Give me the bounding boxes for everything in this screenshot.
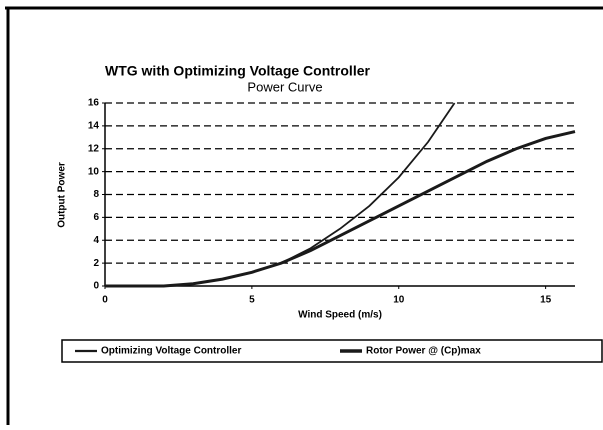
y-axis-label: Output Power (57, 162, 68, 228)
y-tick-label: 0 (93, 281, 99, 292)
y-tick-label: 12 (88, 143, 100, 154)
y-tick-label: 14 (88, 121, 100, 132)
legend-label: Rotor Power @ (Cp)max (366, 346, 481, 357)
x-tick-label: 15 (540, 295, 552, 306)
y-tick-label: 4 (93, 235, 99, 246)
legend-label: Optimizing Voltage Controller (101, 346, 241, 357)
x-axis-label: Wind Speed (m/s) (298, 310, 382, 321)
y-tick-label: 2 (93, 258, 99, 269)
x-tick-label: 0 (102, 295, 108, 306)
y-tick-label: 10 (88, 166, 100, 177)
series-line (105, 130, 576, 288)
y-tick-label: 6 (93, 212, 99, 223)
x-tick-label: 5 (249, 295, 255, 306)
legend-box (61, 339, 603, 363)
chart-title: WTG with Optimizing Voltage Controller (105, 63, 370, 79)
chart-subtitle: Power Curve (247, 79, 322, 94)
x-tick-label: 10 (393, 295, 405, 306)
y-tick-label: 8 (93, 189, 99, 200)
y-tick-label: 16 (88, 98, 100, 109)
